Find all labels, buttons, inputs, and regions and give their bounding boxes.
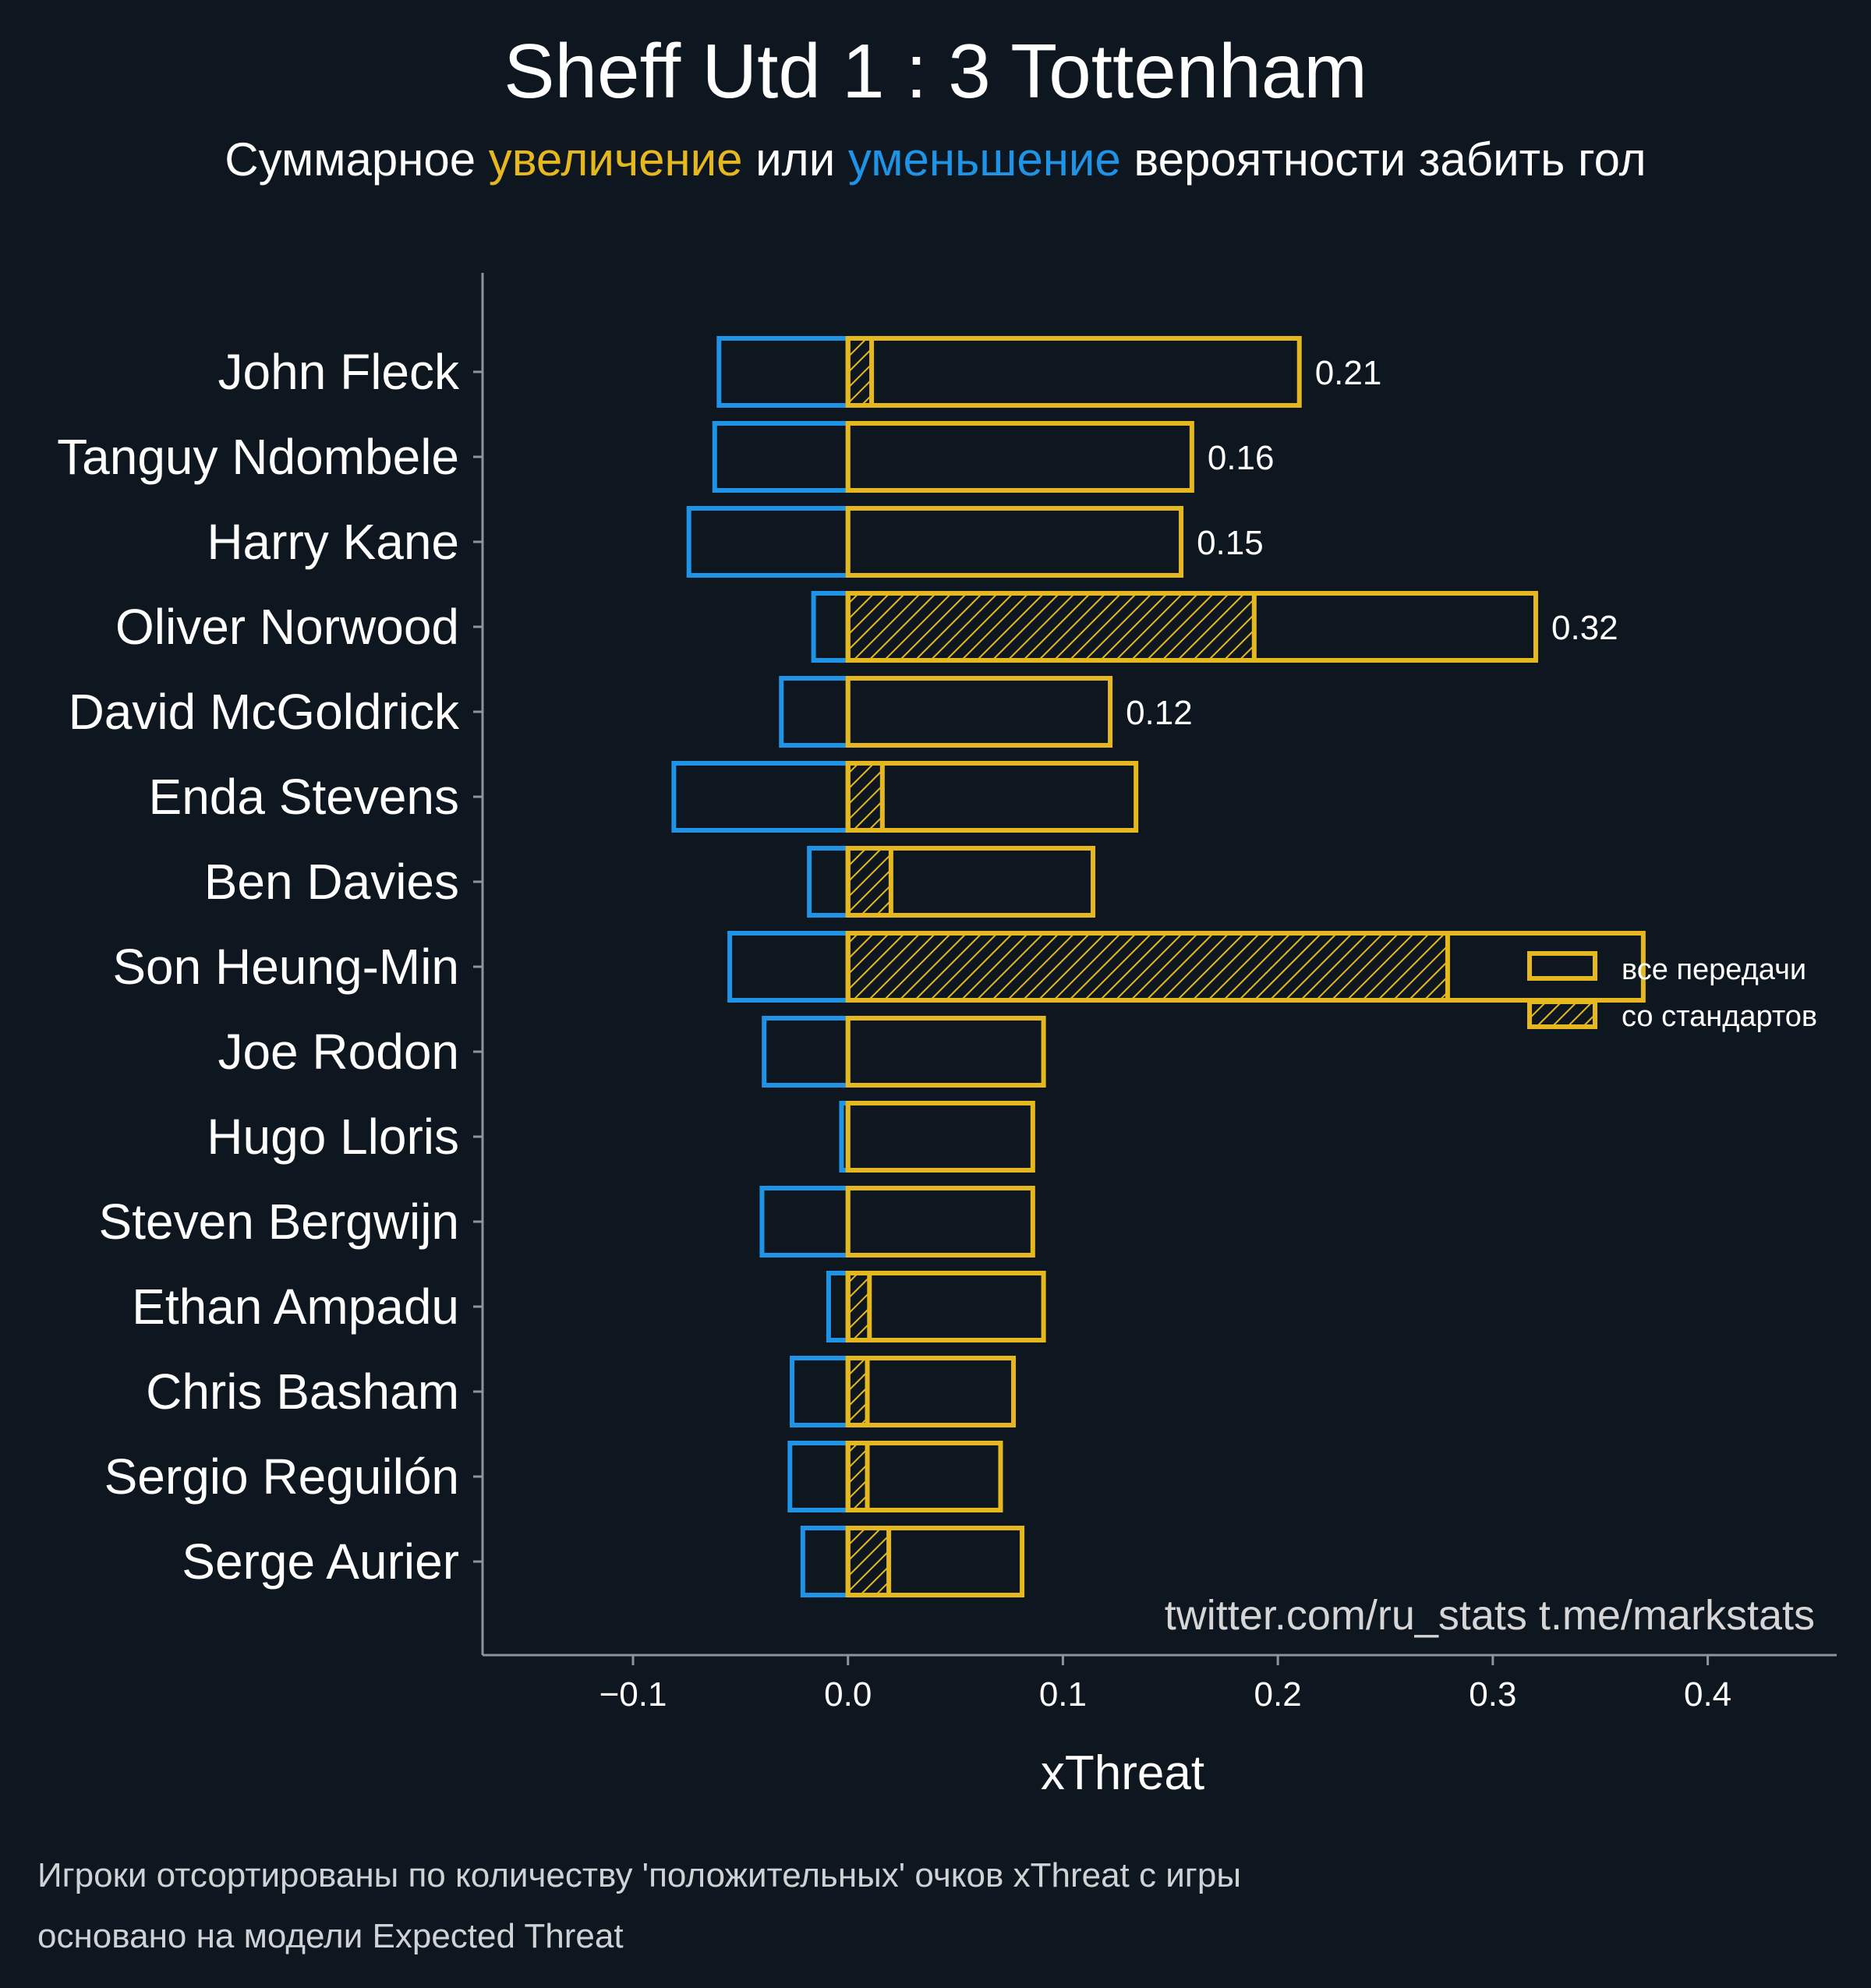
y-label-david-mcgoldrick: David McGoldrick [69, 684, 460, 740]
y-label-chris-basham: Chris Basham [146, 1364, 459, 1420]
bar-positive-serge-aurier [845, 1526, 1025, 1597]
y-tick-labels: John Fleck Tanguy Ndombele Harry Kane Olive… [57, 344, 483, 1590]
data-label-oliver-norwood: 0.32 [1551, 609, 1618, 647]
bar-set-pieces-son-heung-min [845, 931, 1450, 1003]
footnote-line-2: основано на модели Expected Threat [37, 1917, 624, 1955]
bar-positive-oliver-norwood [845, 591, 1538, 663]
data-labels: 0.21 0.16 0.15 0.32 0.12 [1126, 354, 1618, 732]
bar-set-pieces-serge-aurier [845, 1526, 892, 1597]
bar-negative-sergio-reguil-n [787, 1441, 851, 1512]
x-tick-label: 0.4 [1684, 1675, 1731, 1714]
subtitle-part-2: или [743, 133, 848, 186]
bar-set-pieces-enda-stevens [845, 761, 885, 833]
y-label-harry-kane: Harry Kane [207, 514, 459, 570]
y-label-sergio-reguil-n: Sergio Reguilón [104, 1449, 459, 1505]
credit-text: twitter.com/ru_stats t.me/markstats [1165, 1592, 1815, 1639]
bar-positive-harry-kane [845, 506, 1184, 578]
bar-positive-sergio-reguil-n [845, 1441, 1003, 1512]
chart-title: Sheff Utd 1 : 3 Tottenham [504, 28, 1367, 114]
footnote-line-1: Игроки отсортированы по количеству 'поло… [37, 1856, 1241, 1894]
bar-negative-ben-davies [807, 846, 851, 918]
y-label-son-heung-min: Son Heung-Min [112, 939, 459, 995]
legend-swatch-set-pieces [1527, 999, 1597, 1029]
chart-subtitle: Суммарное увеличение или уменьшение веро… [225, 133, 1646, 186]
subtitle-positive-word: увеличение [489, 133, 743, 186]
y-label-oliver-norwood: Oliver Norwood [115, 599, 459, 655]
bar-positive-enda-stevens [845, 761, 1139, 833]
bar-negative-tanguy-ndombele [712, 421, 851, 493]
bar-negative-enda-stevens [671, 761, 851, 833]
y-label-tanguy-ndombele: Tanguy Ndombele [57, 429, 459, 485]
bar-positive-john-fleck [845, 336, 1302, 408]
bar-negative-john-fleck [716, 336, 851, 408]
bar-set-pieces-ben-davies [845, 846, 893, 918]
y-label-serge-aurier: Serge Aurier [182, 1533, 459, 1590]
legend-label-set-pieces: со стандартов [1622, 1000, 1817, 1033]
bar-positive-chris-basham [845, 1356, 1017, 1427]
legend-swatch-all-passes [1527, 951, 1597, 981]
data-label-harry-kane: 0.15 [1197, 524, 1264, 562]
bar-negative-david-mcgoldrick [779, 676, 851, 748]
bar-negative-ethan-ampadu [826, 1271, 851, 1342]
bar-positive-hugo-lloris [845, 1101, 1035, 1173]
y-label-steven-bergwijn: Steven Bergwijn [99, 1194, 459, 1250]
legend: все передачи со стандартов [1527, 951, 1817, 1033]
bar-set-pieces-john-fleck [845, 336, 875, 408]
legend-label-all-passes: все передачи [1622, 953, 1806, 986]
y-label-john-fleck: John Fleck [218, 344, 460, 400]
data-label-john-fleck: 0.21 [1315, 354, 1382, 392]
bar-positive-david-mcgoldrick [845, 676, 1113, 748]
bar-negative-oliver-norwood [811, 591, 851, 663]
subtitle-part-3: вероятности забить гол [1121, 133, 1646, 186]
x-tick-label: 0.1 [1039, 1675, 1087, 1714]
y-label-ethan-ampadu: Ethan Ampadu [132, 1279, 459, 1335]
bar-positive-steven-bergwijn [845, 1186, 1035, 1258]
bar-negative-joe-rodon [762, 1016, 851, 1088]
x-tick-label: 0.2 [1254, 1675, 1302, 1714]
bar-set-pieces-chris-basham [845, 1356, 870, 1427]
y-label-ben-davies: Ben Davies [204, 854, 459, 910]
y-label-joe-rodon: Joe Rodon [218, 1024, 459, 1080]
bar-negative-son-heung-min [727, 931, 851, 1003]
x-tick-label: 0.0 [824, 1675, 872, 1714]
bars-group [671, 336, 1646, 1597]
data-label-david-mcgoldrick: 0.12 [1126, 694, 1193, 732]
bar-positive-joe-rodon [845, 1016, 1046, 1088]
bar-negative-chris-basham [790, 1356, 851, 1427]
data-label-tanguy-ndombele: 0.16 [1208, 439, 1275, 477]
bar-positive-ben-davies [845, 846, 1096, 918]
x-tick-label: 0.3 [1469, 1675, 1516, 1714]
bar-negative-serge-aurier [800, 1526, 851, 1597]
x-ticks: −0.1 0.0 0.1 0.2 0.3 0.4 [599, 1655, 1731, 1714]
bar-set-pieces-sergio-reguil-n [845, 1441, 870, 1512]
bar-positive-tanguy-ndombele [845, 421, 1194, 493]
y-label-hugo-lloris: Hugo Lloris [207, 1109, 459, 1165]
x-tick-label: −0.1 [599, 1675, 667, 1714]
subtitle-negative-word: уменьшение [848, 133, 1121, 186]
bar-positive-son-heung-min [845, 931, 1646, 1003]
bar-set-pieces-ethan-ampadu [845, 1271, 872, 1342]
y-label-enda-stevens: Enda Stevens [149, 769, 460, 825]
bar-set-pieces-oliver-norwood [845, 591, 1257, 663]
bar-positive-ethan-ampadu [845, 1271, 1046, 1342]
bar-negative-harry-kane [686, 506, 851, 578]
bar-negative-steven-bergwijn [759, 1186, 851, 1258]
subtitle-part-1: Суммарное [225, 133, 488, 186]
x-axis-label: xThreat [1041, 1746, 1204, 1800]
